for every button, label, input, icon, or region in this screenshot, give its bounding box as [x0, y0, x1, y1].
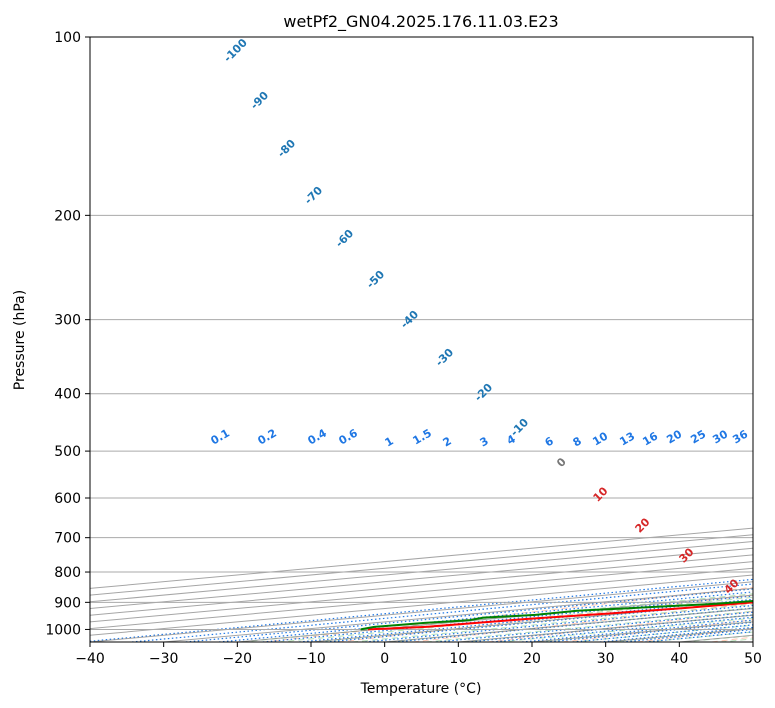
plot-frame: [89, 36, 754, 643]
x-tick-label: 50: [744, 651, 762, 667]
y-tick-label: 200: [54, 208, 81, 224]
x-tick-label: −30: [149, 651, 179, 667]
x-tick-label: 20: [523, 651, 541, 667]
x-tick-label: −10: [296, 651, 326, 667]
isotherm-line: [90, 534, 753, 596]
y-tick-label: 500: [54, 444, 81, 460]
dewpoint-profile: [360, 599, 753, 631]
mixing-ratio-line: [365, 604, 753, 642]
x-tick-label: 30: [597, 651, 615, 667]
y-tick-label: 300: [54, 313, 81, 329]
y-axis-title: Pressure (hPa): [12, 290, 28, 390]
y-tick-label: 100: [54, 30, 81, 46]
y-tick-label: 700: [54, 531, 81, 547]
x-tick-label: 40: [670, 651, 688, 667]
y-tick-label: 400: [54, 387, 81, 403]
x-tick-label: −20: [223, 651, 253, 667]
chart-title: wetPf2_GN04.2025.176.11.03.E23: [283, 12, 558, 32]
x-axis-title: Temperature (°C): [360, 681, 482, 697]
mixing-ratio-line: [262, 595, 753, 642]
isotherm-line: [90, 527, 753, 589]
x-tick-label: 10: [449, 651, 467, 667]
x-tick-label: 0: [380, 651, 389, 667]
y-tick-label: 900: [54, 595, 81, 611]
dry-adiabat-line: [338, 594, 753, 642]
y-tick-label: 800: [54, 565, 81, 581]
y-tick-label: 600: [54, 491, 81, 507]
mixing-ratio-line: [326, 601, 753, 642]
y-tick-label: 1000: [45, 622, 81, 638]
x-tick-label: −40: [75, 651, 105, 667]
